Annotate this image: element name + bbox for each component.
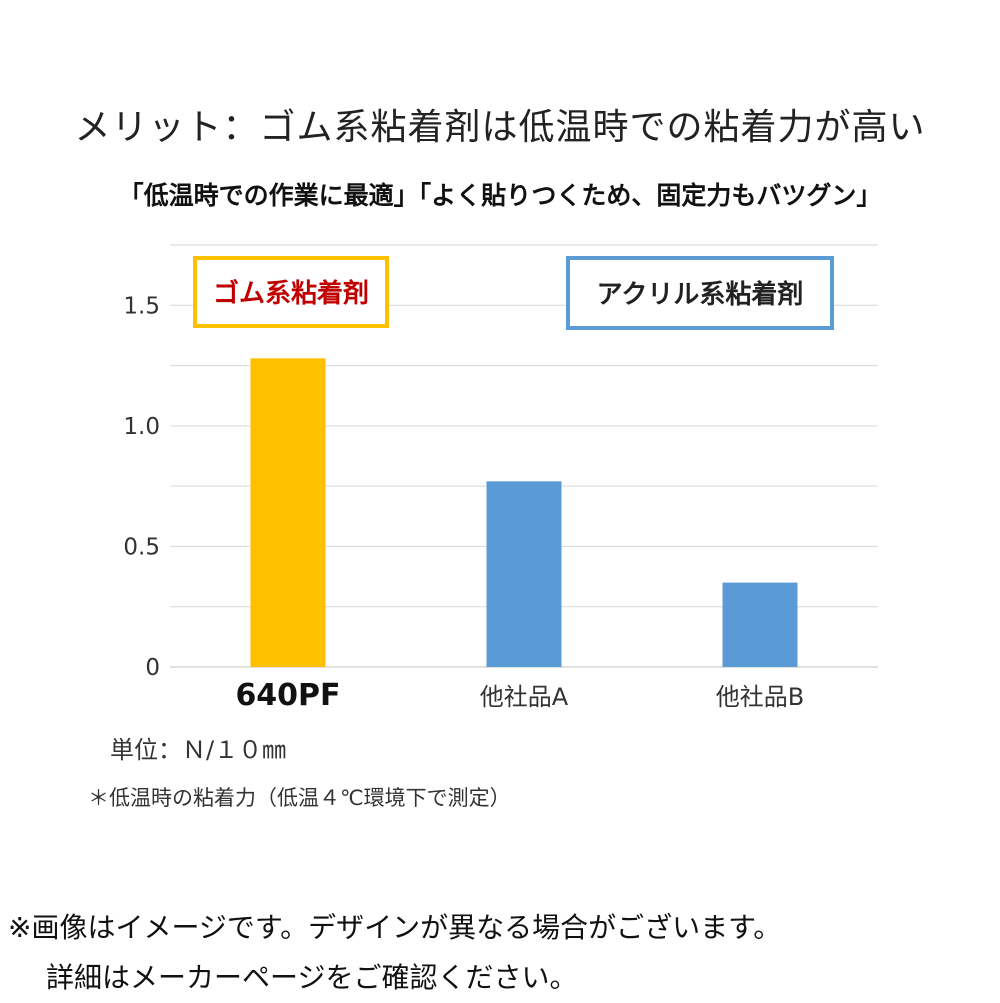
x-tick-label: 他社品A — [480, 683, 569, 711]
bar-1 — [250, 358, 326, 667]
x-axis-ticks: 640PF 他社品A 他社品B — [235, 678, 804, 713]
group-label-text: ゴム系粘着剤 — [213, 278, 369, 309]
disclaimer-line-2: 詳細はメーカーページをご確認ください。 — [46, 961, 578, 994]
y-axis-ticks: 0 0.5 1.0 1.5 — [123, 293, 160, 681]
page-title: メリット：ゴム系粘着剤は低温時での粘着力が高い — [74, 107, 926, 148]
y-tick-label: 1.5 — [123, 293, 160, 319]
y-tick-label: 0 — [145, 655, 160, 681]
x-tick-label: 他社品B — [716, 683, 804, 711]
chart-bars — [250, 358, 798, 667]
bar-2 — [486, 481, 562, 667]
page-subtitle: 「低温時での作業に最適」「よく貼りつくため、固定力もバツグン」 — [118, 181, 882, 210]
bar-3 — [722, 582, 798, 667]
y-tick-label: 0.5 — [123, 534, 160, 560]
unit-note: 単位：Ｎ/１０㎜ — [110, 736, 287, 764]
disclaimer-line-1: ※画像はイメージです。デザインが異なる場合がございます。 — [8, 911, 782, 944]
x-tick-label: 640PF — [235, 678, 340, 713]
group-labels: ゴム系粘着剤 アクリル系粘着剤 — [193, 256, 834, 330]
group-label-text: アクリル系粘着剤 — [597, 279, 804, 310]
condition-note: ＊低温時の粘着力（低温４℃環境下で測定） — [88, 786, 511, 810]
group-label-box — [193, 256, 389, 328]
disclaimer: ※画像はイメージです。デザインが異なる場合がございます。 詳細はメーカーページを… — [8, 903, 781, 1003]
y-tick-label: 1.0 — [123, 414, 160, 440]
group-label-box — [566, 256, 834, 330]
